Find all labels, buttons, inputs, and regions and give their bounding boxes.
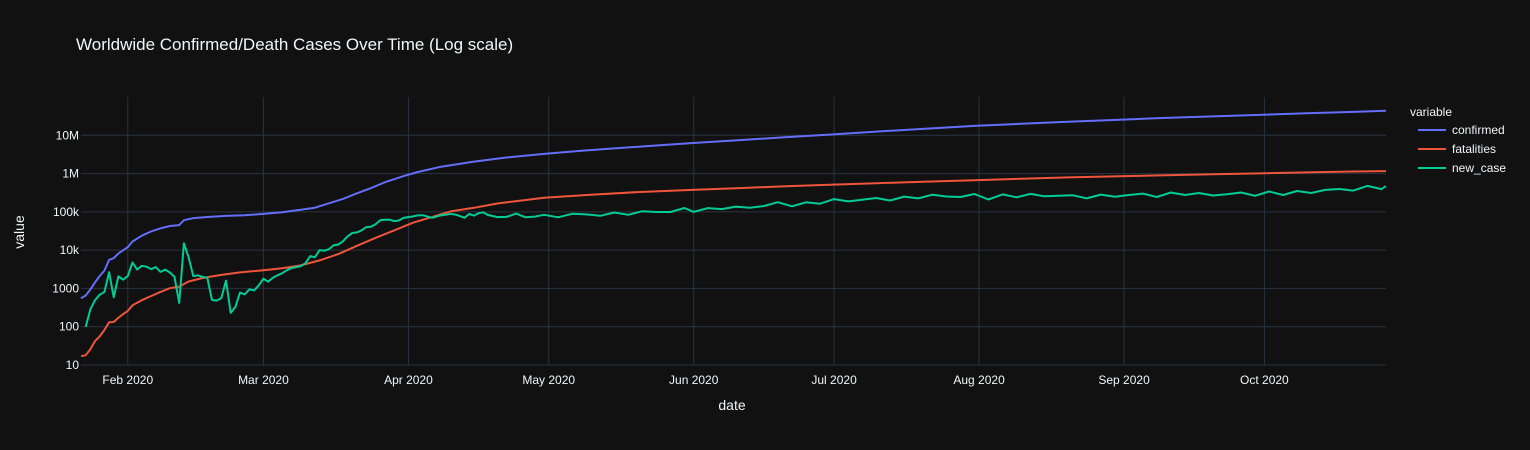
grid-lines xyxy=(81,97,1386,366)
series-line-new_case xyxy=(84,184,1387,328)
series-line-fatalities xyxy=(80,170,1387,358)
y-axis-ticks: 10 100 1000 10k 100k 1M 10M xyxy=(52,128,80,372)
y-tick-label: 100 xyxy=(59,320,79,334)
legend-label-fatalities: fatalities xyxy=(1452,142,1496,156)
y-tick-label: 100k xyxy=(53,205,80,219)
y-tick-label: 1000 xyxy=(52,281,79,295)
y-tick-label: 10 xyxy=(66,358,80,372)
x-axis-ticks: Feb 2020 Mar 2020 Apr 2020 May 2020 Jun 2020… xyxy=(102,373,1289,387)
legend-label-new_case: new_case xyxy=(1452,161,1506,175)
x-tick-label: Oct 2020 xyxy=(1240,373,1289,387)
y-axis-label: value xyxy=(11,215,27,249)
legend-title: variable xyxy=(1410,105,1452,119)
chart-title: Worldwide Confirmed/Death Cases Over Tim… xyxy=(76,35,513,54)
x-axis-label: date xyxy=(718,397,745,413)
x-tick-label: Feb 2020 xyxy=(102,373,153,387)
y-tick-label: 1M xyxy=(62,167,79,181)
legend-label-confirmed: confirmed xyxy=(1452,123,1505,137)
legend: variable confirmed fatalities new_case xyxy=(1410,105,1506,175)
series-line-confirmed xyxy=(80,109,1387,300)
x-tick-label: May 2020 xyxy=(522,373,575,387)
x-tick-label: Jul 2020 xyxy=(811,373,857,387)
x-tick-label: Jun 2020 xyxy=(669,373,719,387)
x-tick-label: Apr 2020 xyxy=(384,373,433,387)
y-tick-label: 10M xyxy=(56,128,79,142)
x-tick-label: Mar 2020 xyxy=(238,373,289,387)
x-tick-label: Aug 2020 xyxy=(953,373,1005,387)
x-tick-label: Sep 2020 xyxy=(1098,373,1150,387)
series-lines xyxy=(80,109,1387,358)
y-tick-label: 10k xyxy=(60,243,80,257)
